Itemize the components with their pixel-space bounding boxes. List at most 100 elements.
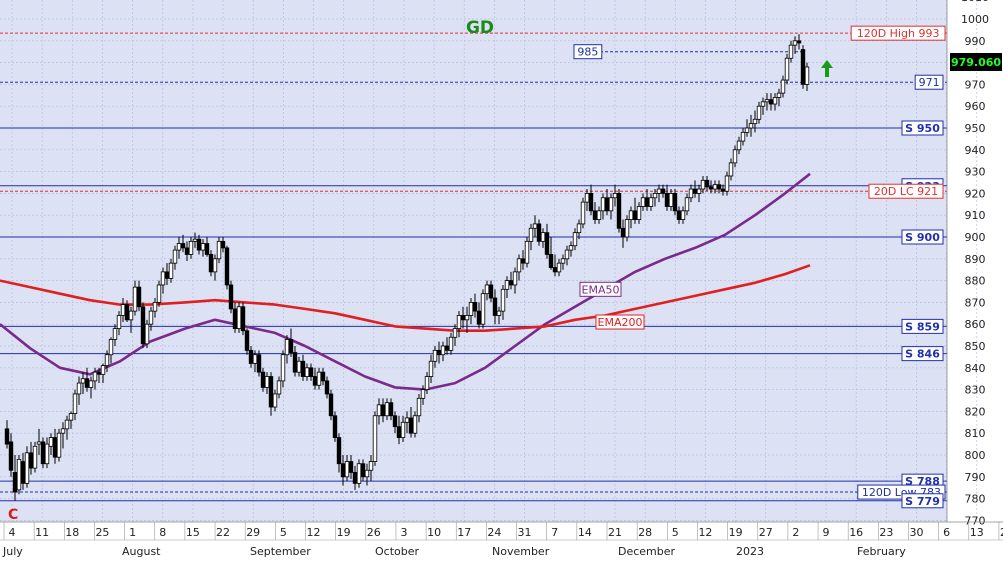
candle-up: [668, 192, 674, 207]
candle-up: [416, 397, 422, 417]
x-tick-label: 10: [427, 526, 441, 539]
x-tick-label: 11: [35, 526, 49, 539]
candle-down: [220, 240, 226, 249]
candle-up: [468, 301, 474, 316]
candle-down: [660, 188, 666, 194]
candle-up: [272, 393, 278, 408]
candle-down: [444, 345, 450, 351]
y-tick-label: 910: [965, 209, 986, 222]
candle-down: [300, 360, 306, 377]
candle-down: [676, 210, 682, 220]
candle-down: [588, 192, 594, 212]
candle-down: [184, 247, 190, 255]
candle-up: [152, 301, 158, 312]
price-label: 20D LC 921: [874, 185, 938, 198]
candle-up: [404, 417, 410, 423]
y-tick-label: 870: [965, 296, 986, 309]
candle-up: [176, 243, 182, 251]
x-tick-label: 1: [129, 526, 136, 539]
candle-up: [640, 197, 646, 207]
candle-up: [356, 463, 362, 484]
candle-up: [364, 469, 370, 478]
x-tick-label: 12: [307, 526, 321, 539]
candle-up: [368, 461, 374, 471]
candle-down: [340, 463, 346, 478]
candle-up: [200, 243, 206, 251]
candle-up: [500, 288, 506, 312]
month-label: October: [375, 545, 419, 558]
candle-down: [332, 415, 338, 438]
candle-up: [32, 445, 38, 469]
candle-down: [8, 441, 14, 471]
chart-title: GD: [466, 18, 494, 38]
candle-up: [48, 437, 54, 447]
series-annotation: EMA200: [598, 316, 643, 329]
candle-up: [252, 354, 258, 364]
x-tick-label: 18: [65, 526, 79, 539]
candle-down: [224, 247, 230, 286]
candle-up: [448, 336, 454, 351]
candle-down: [164, 271, 170, 279]
candle-down: [40, 441, 46, 465]
candle-down: [312, 376, 318, 386]
candle-up: [700, 179, 706, 190]
candle-up: [584, 192, 590, 203]
x-tick-label: 27: [759, 526, 773, 539]
price-label-box: [914, 74, 944, 90]
candle-down: [352, 472, 358, 484]
candle-down: [616, 192, 622, 229]
candle-down: [96, 371, 102, 375]
month-label: August: [122, 545, 161, 558]
candle-up: [756, 105, 762, 120]
candle-up: [792, 40, 798, 46]
candle-up: [236, 306, 242, 329]
candle-up: [16, 458, 22, 491]
price-label-box: [901, 120, 944, 136]
month-label: November: [492, 545, 550, 558]
candle-down: [644, 197, 650, 207]
y-tick-label: 800: [965, 449, 986, 462]
x-tick-label: 28: [638, 526, 652, 539]
last-price: 979.060: [951, 56, 1001, 69]
x-tick-label: 22: [216, 526, 230, 539]
candle-up: [628, 210, 634, 220]
candle-down: [460, 315, 466, 321]
candle-down: [672, 192, 678, 212]
candle-down: [704, 179, 710, 188]
candle-up: [560, 258, 566, 264]
candle-up: [92, 371, 98, 382]
candle-up: [684, 197, 690, 212]
y-tick-label: 950: [965, 122, 986, 135]
x-axis-area: [0, 522, 1003, 561]
y-tick-label: 810: [965, 427, 986, 440]
candle-up: [572, 232, 578, 247]
candle-up: [148, 310, 154, 325]
candle-up: [76, 382, 82, 395]
candle-up: [568, 245, 574, 251]
x-tick-label: 20: [1000, 526, 1003, 539]
candle-up: [748, 123, 754, 129]
candle-up: [424, 376, 430, 390]
y-tick-label: 960: [965, 100, 986, 113]
x-tick-label: 4: [9, 526, 16, 539]
y-tick-label: 820: [965, 405, 986, 418]
candle-up: [372, 415, 378, 462]
price-label: S 779: [905, 495, 940, 508]
series-annotation-box: [579, 281, 622, 297]
candle-up: [612, 192, 618, 199]
candle-down: [520, 258, 526, 264]
candle-down: [140, 306, 146, 345]
up-arrow-icon: [821, 60, 833, 77]
candle-up: [540, 232, 546, 242]
candle-up: [304, 367, 310, 377]
candle-down: [288, 339, 294, 353]
candle-up: [608, 197, 614, 212]
candle-down: [324, 380, 330, 395]
candle-up: [780, 79, 786, 94]
candle-up: [212, 258, 218, 273]
candle-up: [440, 345, 446, 356]
x-tick-label: 9: [823, 526, 830, 539]
candle-up: [564, 249, 570, 260]
